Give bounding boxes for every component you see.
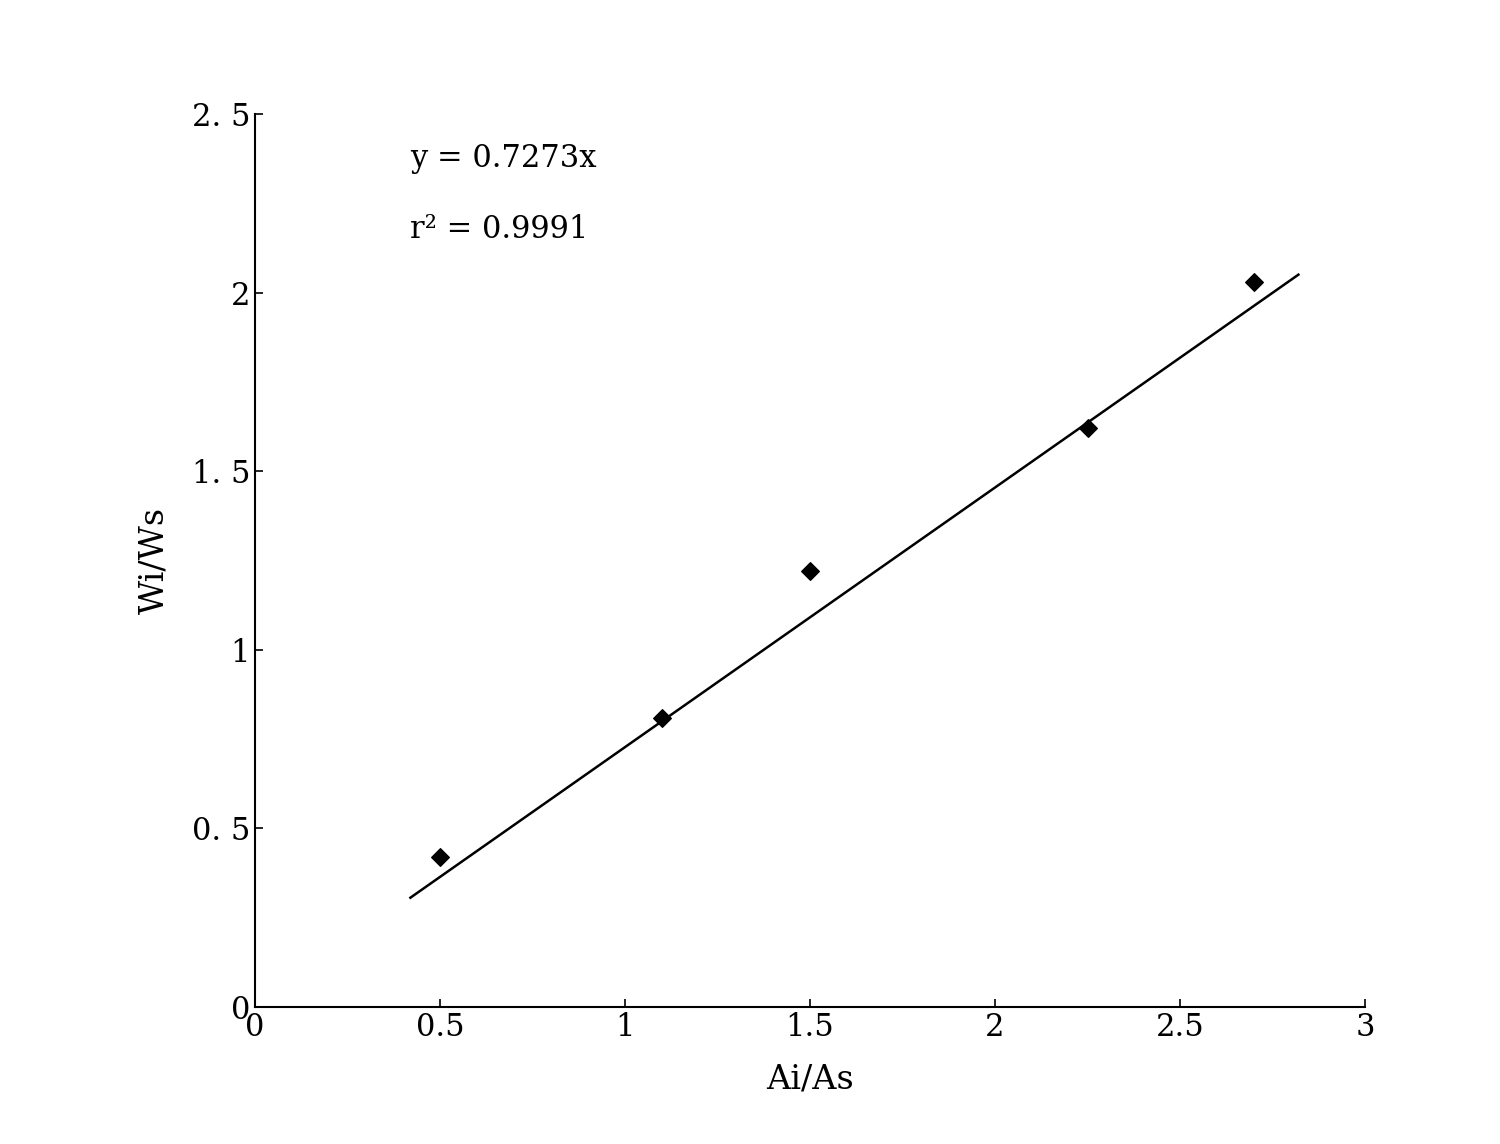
Point: [1242, 273, 1266, 292]
Y-axis label: Wi/Ws: Wi/Ws: [140, 507, 171, 614]
Point: [798, 562, 822, 580]
Text: r² = 0.9991: r² = 0.9991: [411, 214, 590, 245]
Point: [427, 848, 451, 866]
X-axis label: Ai/As: Ai/As: [766, 1064, 853, 1096]
Point: [650, 708, 674, 726]
Text: y = 0.7273x: y = 0.7273x: [411, 143, 597, 174]
Point: [1076, 420, 1100, 438]
